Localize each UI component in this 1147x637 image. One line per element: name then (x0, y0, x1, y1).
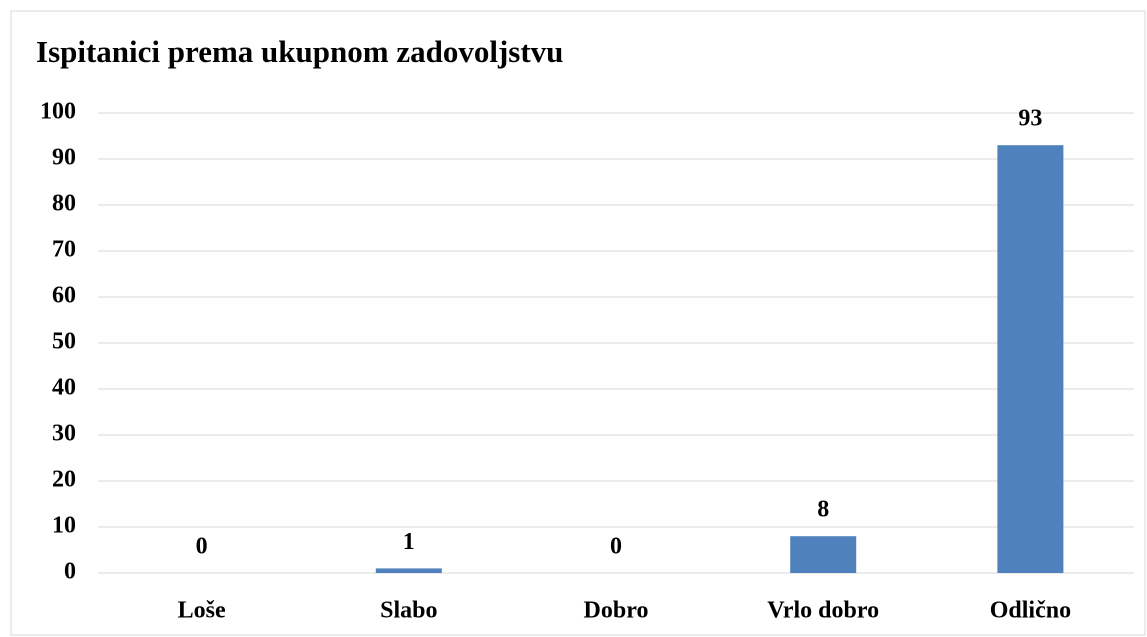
x-tick-label: Odlično (990, 598, 1071, 624)
y-tick-label: 70 (52, 237, 76, 263)
chart-border (10, 10, 1146, 636)
y-tick-label: 10 (52, 513, 76, 539)
y-tick-label: 30 (52, 421, 76, 447)
x-tick-label: Vrlo dobro (767, 598, 879, 624)
x-tick-label: Loše (178, 598, 226, 624)
bar (790, 536, 857, 573)
data-label: 8 (817, 497, 829, 523)
chart-title: Ispitanici prema ukupnom zadovoljstvu (36, 34, 563, 69)
data-label: 0 (196, 534, 208, 560)
x-tick-label: Dobro (584, 598, 649, 624)
data-label: 0 (610, 534, 622, 560)
y-tick-label: 20 (52, 467, 76, 493)
bar (997, 145, 1064, 573)
y-tick-label: 90 (52, 145, 76, 171)
bar (375, 568, 442, 573)
y-tick-label: 40 (52, 375, 76, 401)
y-tick-label: 50 (52, 329, 76, 355)
data-label: 1 (403, 529, 415, 555)
y-tick-label: 100 (40, 99, 76, 125)
data-label: 93 (1018, 106, 1042, 132)
y-tick-label: 0 (64, 559, 76, 585)
x-tick-label: Slabo (380, 598, 437, 624)
y-tick-label: 80 (52, 191, 76, 217)
y-tick-label: 60 (52, 283, 76, 309)
